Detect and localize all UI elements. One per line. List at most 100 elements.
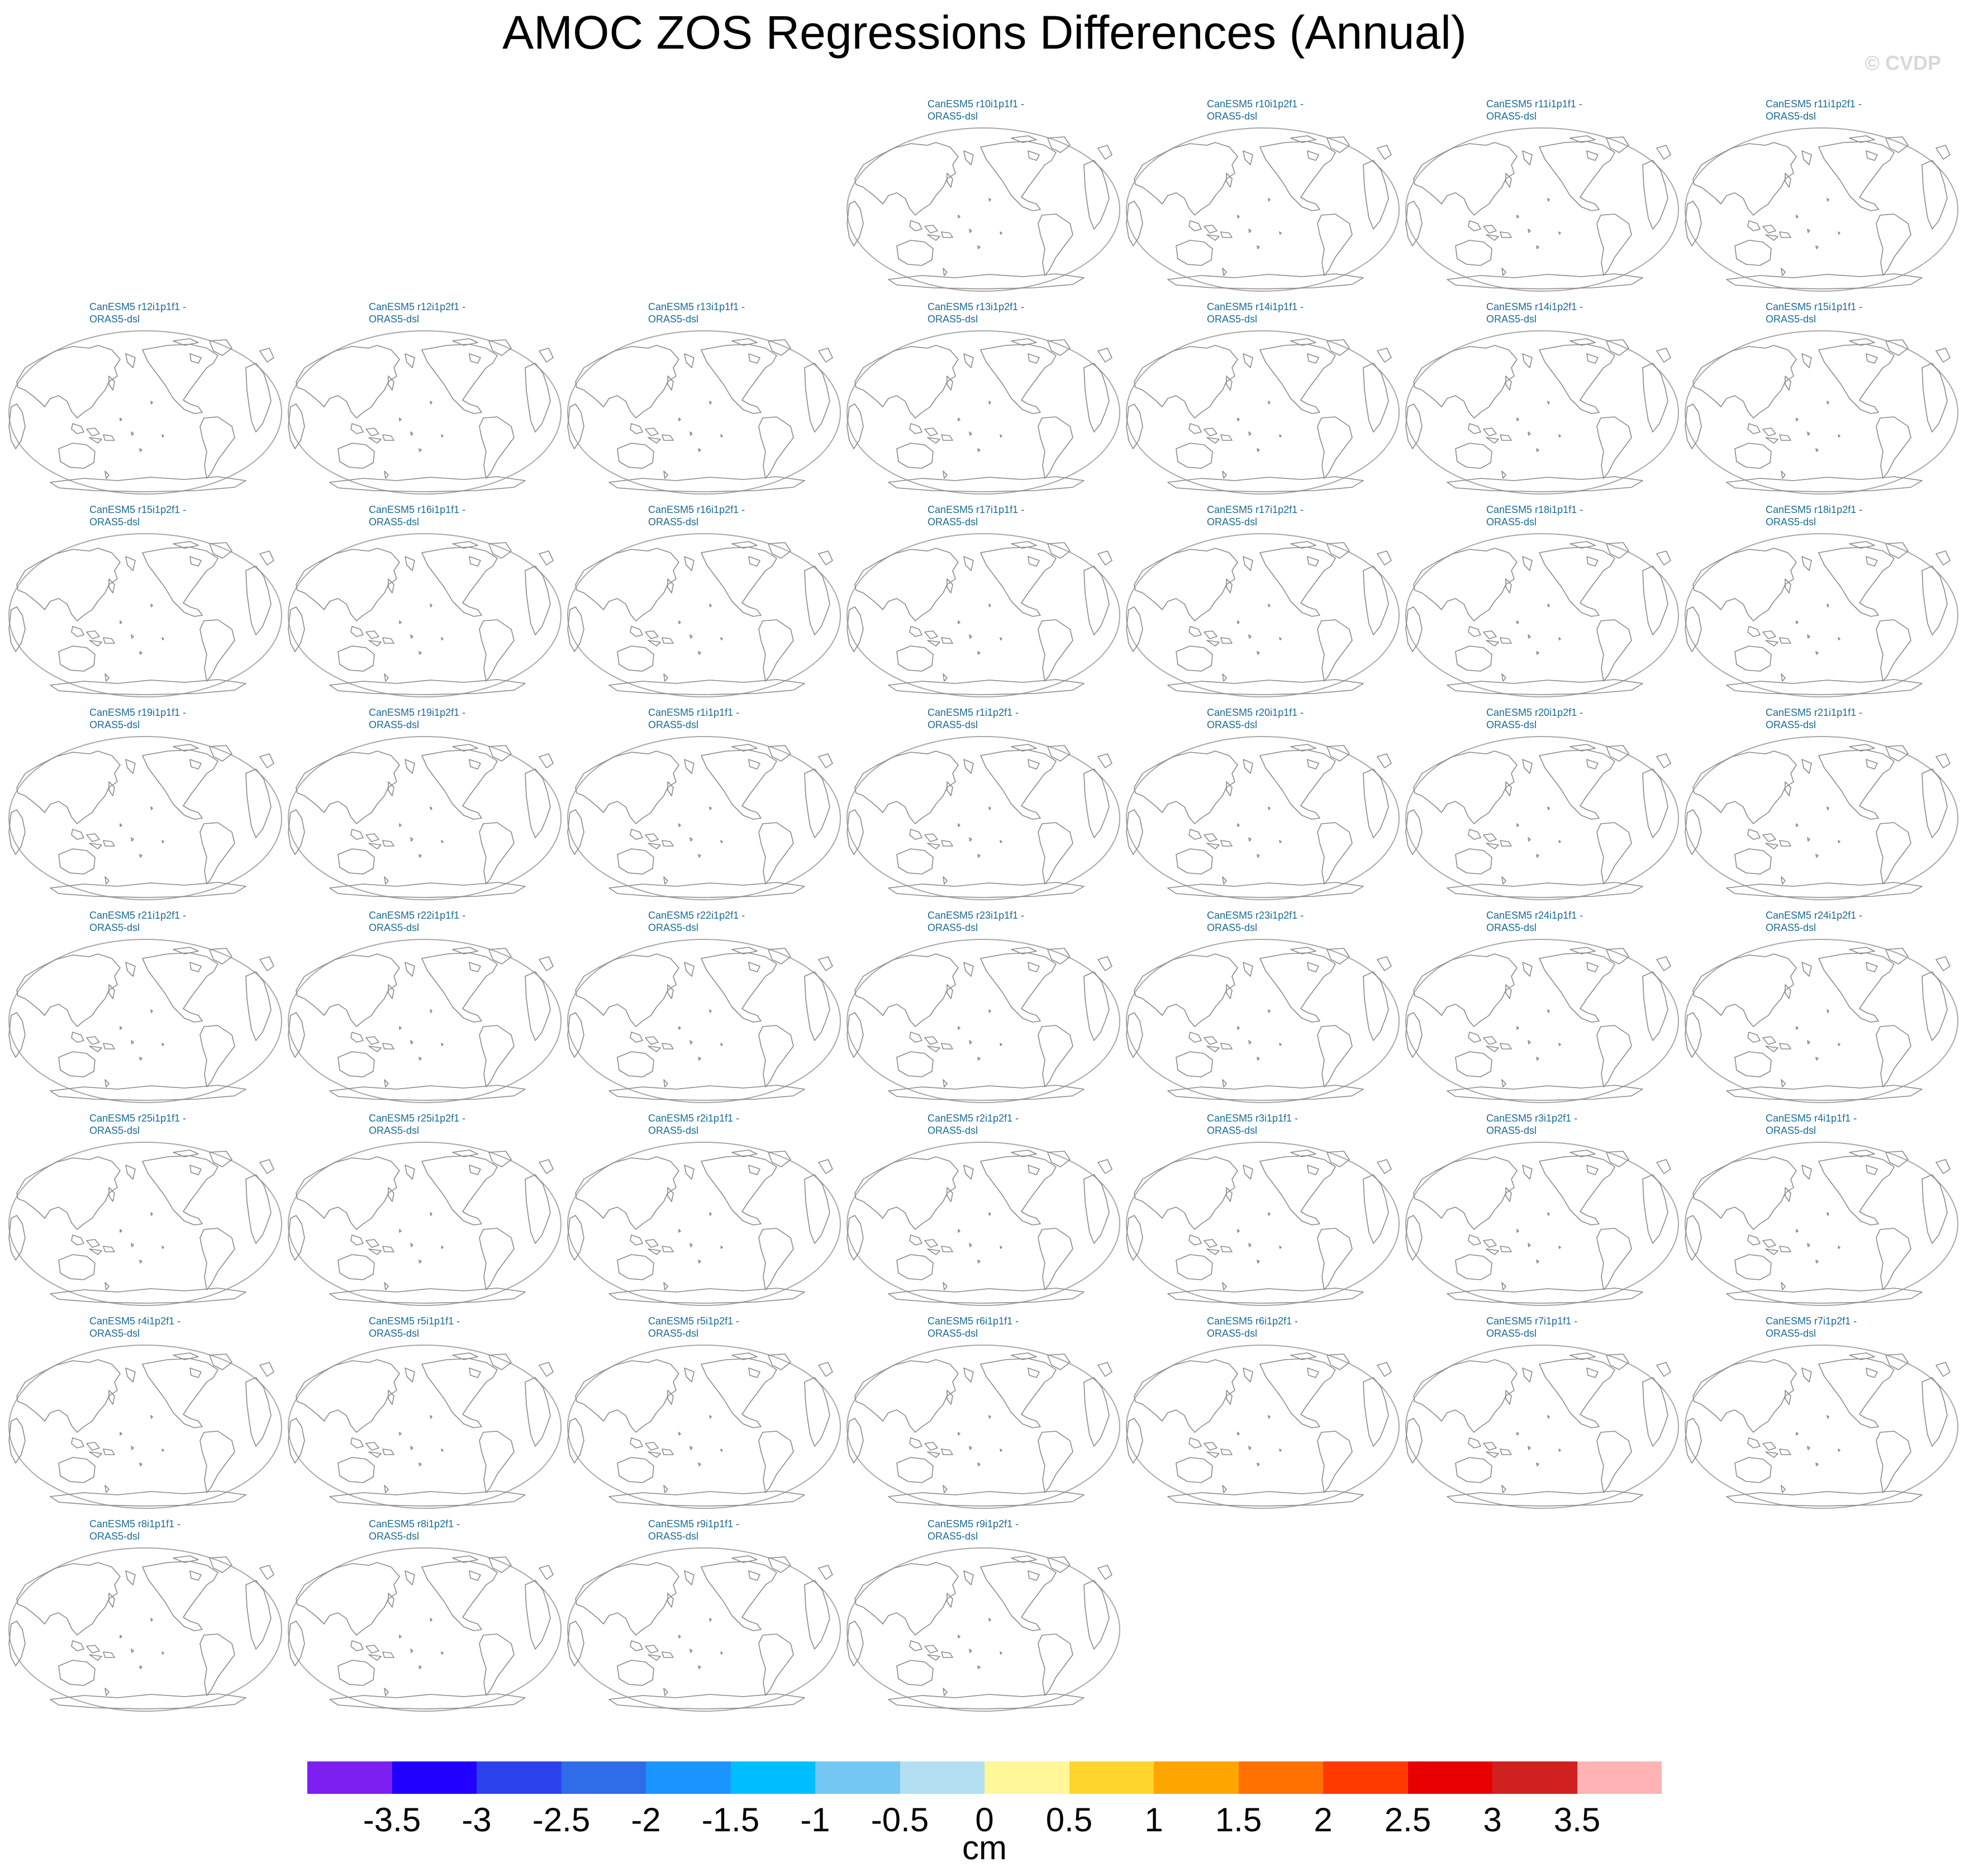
world-map-outline — [1126, 1345, 1400, 1509]
panel-title: CanESM5 r9i1p1f1 - ORAS5-dsl — [648, 1518, 740, 1542]
colorbar-swatch — [1407, 1761, 1492, 1794]
colorbar-tick-label: -1 — [800, 1801, 830, 1839]
panel-title: CanESM5 r22i1p2f1 - ORAS5-dsl — [648, 910, 745, 933]
colorbar-swatch — [1238, 1761, 1323, 1794]
panel-title: CanESM5 r21i1p2f1 - ORAS5-dsl — [89, 910, 187, 933]
colorbar — [307, 1761, 1662, 1794]
panel-title: CanESM5 r13i1p2f1 - ORAS5-dsl — [928, 301, 1025, 325]
panel-title: CanESM5 r1i1p2f1 - ORAS5-dsl — [928, 707, 1019, 730]
world-map-outline — [1405, 330, 1679, 495]
map-panel: CanESM5 r15i1p2f1 - ORAS5-dsl — [6, 504, 285, 702]
map-panel: CanESM5 r9i1p2f1 - ORAS5-dsl — [844, 1518, 1123, 1716]
map-panel: CanESM5 r16i1p2f1 - ORAS5-dsl — [564, 504, 844, 702]
map-panel: CanESM5 r24i1p1f1 - ORAS5-dsl — [1402, 909, 1682, 1108]
map-panel: CanESM5 r7i1p2f1 - ORAS5-dsl — [1682, 1315, 1961, 1513]
panel-title: CanESM5 r9i1p2f1 - ORAS5-dsl — [928, 1518, 1019, 1542]
colorbar-tick-label: 3.5 — [1553, 1801, 1601, 1839]
world-map-outline — [288, 1547, 562, 1712]
panel-title: CanESM5 r4i1p2f1 - ORAS5-dsl — [89, 1315, 181, 1339]
panel-title: CanESM5 r8i1p2f1 - ORAS5-dsl — [369, 1518, 460, 1542]
world-map-outline — [1126, 127, 1400, 292]
colorbar-swatch — [1492, 1761, 1577, 1794]
colorbar-swatch — [477, 1761, 562, 1794]
colorbar-tick-label: -0.5 — [871, 1801, 929, 1839]
world-map-outline — [1685, 736, 1958, 900]
map-panel: CanESM5 r14i1p1f1 - ORAS5-dsl — [1123, 301, 1402, 499]
world-map-outline — [8, 1345, 282, 1509]
world-map-outline — [288, 1345, 562, 1509]
colorbar-tick-label: 2 — [1314, 1801, 1333, 1839]
world-map-outline — [567, 1142, 841, 1306]
world-map-outline — [8, 736, 282, 900]
world-map-outline — [288, 939, 562, 1103]
colorbar-swatch — [815, 1761, 900, 1794]
panel-title: CanESM5 r19i1p1f1 - ORAS5-dsl — [89, 707, 187, 730]
map-panel: CanESM5 r2i1p1f1 - ORAS5-dsl — [564, 1112, 844, 1310]
panel-title: CanESM5 r17i1p1f1 - ORAS5-dsl — [928, 504, 1025, 528]
colorbar-swatch — [561, 1761, 646, 1794]
world-map-outline — [567, 330, 841, 495]
map-panel: CanESM5 r21i1p1f1 - ORAS5-dsl — [1682, 706, 1961, 905]
panel-title: CanESM5 r11i1p1f1 - ORAS5-dsl — [1486, 98, 1582, 122]
map-panel: CanESM5 r25i1p1f1 - ORAS5-dsl — [6, 1112, 285, 1310]
panel-title: CanESM5 r25i1p1f1 - ORAS5-dsl — [89, 1113, 187, 1136]
world-map-outline — [288, 533, 562, 697]
world-map-outline — [1685, 533, 1958, 697]
world-map-outline — [288, 736, 562, 900]
map-panel: CanESM5 r3i1p1f1 - ORAS5-dsl — [1123, 1112, 1402, 1310]
panel-title: CanESM5 r2i1p1f1 - ORAS5-dsl — [648, 1113, 740, 1136]
map-panel: CanESM5 r2i1p2f1 - ORAS5-dsl — [844, 1112, 1123, 1310]
map-panel: CanESM5 r8i1p1f1 - ORAS5-dsl — [6, 1518, 285, 1716]
map-panel: CanESM5 r24i1p2f1 - ORAS5-dsl — [1682, 909, 1961, 1108]
colorbar-tick-label: 2.5 — [1384, 1801, 1431, 1839]
world-map-outline — [8, 1547, 282, 1712]
world-map-outline — [846, 939, 1120, 1103]
world-map-outline — [1685, 127, 1958, 292]
world-map-outline — [8, 330, 282, 495]
world-map-outline — [846, 330, 1120, 495]
map-panel: CanESM5 r20i1p1f1 - ORAS5-dsl — [1123, 706, 1402, 905]
map-panel: CanESM5 r23i1p2f1 - ORAS5-dsl — [1123, 909, 1402, 1108]
map-panel: CanESM5 r25i1p2f1 - ORAS5-dsl — [285, 1112, 564, 1310]
map-panel: CanESM5 r22i1p2f1 - ORAS5-dsl — [564, 909, 844, 1108]
map-panel: CanESM5 r18i1p2f1 - ORAS5-dsl — [1682, 504, 1961, 702]
colorbar-units-label: cm — [962, 1829, 1007, 1866]
map-panel: CanESM5 r15i1p1f1 - ORAS5-dsl — [1682, 301, 1961, 499]
world-map-outline — [1126, 939, 1400, 1103]
colorbar-tick-label: -3.5 — [363, 1801, 421, 1839]
panel-title: CanESM5 r8i1p1f1 - ORAS5-dsl — [89, 1518, 181, 1542]
panel-title: CanESM5 r20i1p2f1 - ORAS5-dsl — [1486, 707, 1583, 730]
map-panel: CanESM5 r13i1p2f1 - ORAS5-dsl — [844, 301, 1123, 499]
map-panel: CanESM5 r10i1p2f1 - ORAS5-dsl — [1123, 98, 1402, 296]
colorbar-swatch — [392, 1761, 477, 1794]
watermark: © CVDP — [1865, 51, 1941, 74]
map-panel: CanESM5 r5i1p2f1 - ORAS5-dsl — [564, 1315, 844, 1513]
map-panel: CanESM5 r12i1p1f1 - ORAS5-dsl — [6, 301, 285, 499]
map-panel: CanESM5 r4i1p1f1 - ORAS5-dsl — [1682, 1112, 1961, 1310]
panel-title: CanESM5 r16i1p2f1 - ORAS5-dsl — [648, 504, 745, 528]
map-panel: CanESM5 r4i1p2f1 - ORAS5-dsl — [6, 1315, 285, 1513]
world-map-outline — [1405, 736, 1679, 900]
map-panel: CanESM5 r11i1p1f1 - ORAS5-dsl — [1402, 98, 1682, 296]
world-map-outline — [1126, 736, 1400, 900]
panel-title: CanESM5 r13i1p1f1 - ORAS5-dsl — [648, 301, 745, 325]
map-panel: CanESM5 r1i1p2f1 - ORAS5-dsl — [844, 706, 1123, 905]
world-map-outline — [567, 533, 841, 697]
world-map-outline — [1685, 1142, 1958, 1306]
panel-title: CanESM5 r23i1p2f1 - ORAS5-dsl — [1207, 910, 1304, 933]
map-panel: CanESM5 r23i1p1f1 - ORAS5-dsl — [844, 909, 1123, 1108]
map-panel: CanESM5 r6i1p1f1 - ORAS5-dsl — [844, 1315, 1123, 1513]
colorbar-tick-label: -1.5 — [701, 1801, 760, 1839]
world-map-outline — [1126, 533, 1400, 697]
panel-title: CanESM5 r18i1p1f1 - ORAS5-dsl — [1486, 504, 1583, 528]
panel-title: CanESM5 r6i1p1f1 - ORAS5-dsl — [928, 1315, 1019, 1339]
map-panel: CanESM5 r17i1p2f1 - ORAS5-dsl — [1123, 504, 1402, 702]
panel-title: CanESM5 r7i1p2f1 - ORAS5-dsl — [1766, 1315, 1857, 1339]
panel-title: CanESM5 r14i1p2f1 - ORAS5-dsl — [1486, 301, 1583, 325]
world-map-outline — [288, 330, 562, 495]
world-map-outline — [846, 127, 1120, 292]
panel-title: CanESM5 r11i1p2f1 - ORAS5-dsl — [1766, 98, 1862, 122]
map-panel: CanESM5 r20i1p2f1 - ORAS5-dsl — [1402, 706, 1682, 905]
map-panel: CanESM5 r9i1p1f1 - ORAS5-dsl — [564, 1518, 844, 1716]
map-panel: CanESM5 r6i1p2f1 - ORAS5-dsl — [1123, 1315, 1402, 1513]
